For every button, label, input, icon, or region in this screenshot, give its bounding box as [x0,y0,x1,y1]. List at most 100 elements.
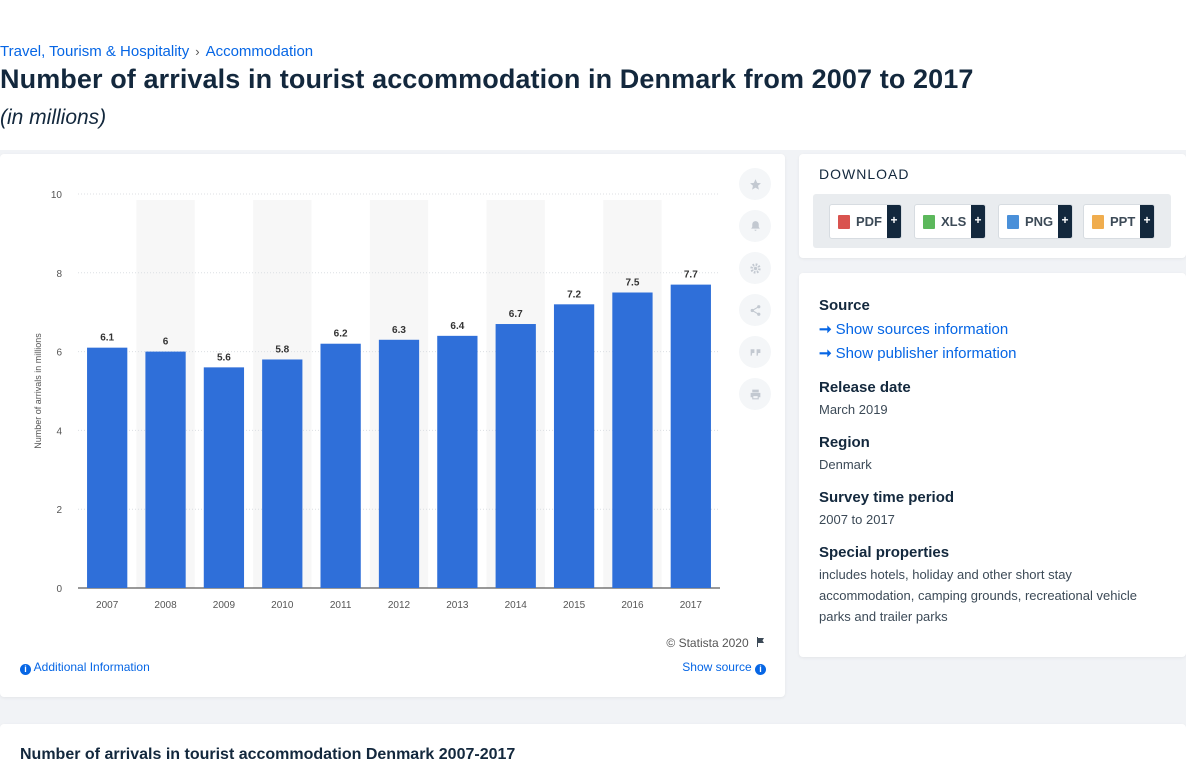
data-label: 5.6 [217,352,231,363]
data-label: 6.4 [450,321,464,332]
breadcrumb-separator: › [195,44,200,59]
print-icon [750,389,760,399]
cite-button[interactable] [739,336,771,368]
show-source-label: Show source [682,660,752,674]
favorite-button[interactable] [739,168,771,200]
bell-icon [750,220,760,231]
download-xls-button[interactable]: XLS + [914,204,986,239]
bar [145,351,186,588]
plus-icon[interactable]: + [1058,205,1072,238]
chart-tools [739,168,771,420]
bar [378,339,420,588]
bar [612,292,653,588]
plus-icon[interactable]: + [887,205,901,238]
source-label: Source [819,297,870,314]
data-label: 7.2 [567,289,581,300]
data-label: 7.7 [684,270,698,281]
settings-button[interactable] [739,252,771,284]
show-sources-link[interactable]: ➞ Show sources information [819,320,1008,338]
breadcrumb-item-accommodation[interactable]: Accommodation [205,43,314,60]
additional-information-label: Additional Information [33,660,150,674]
copyright-notice: © Statista 2020 [666,636,767,650]
bar [553,304,595,588]
bar [495,324,536,588]
quote-icon [750,348,760,356]
x-tick-label: 2013 [446,600,469,611]
survey-period-label: Survey time period [819,489,955,506]
x-tick-label: 2010 [271,600,294,611]
star-icon [749,178,761,190]
chart-card: 0 2 4 6 8 10 6.1 2007 6 2008 5.6 2009 5.8 2010 6.2 2011… [0,154,785,697]
y-tick-label: 2 [56,505,62,516]
download-ppt-button[interactable]: PPT + [1083,204,1155,239]
plus-icon[interactable]: + [971,205,985,238]
bar [203,367,245,588]
copyright-text: © Statista 2020 [666,636,749,650]
special-properties-value: includes hotels, holiday and other short… [819,567,1137,624]
print-button[interactable] [739,378,771,410]
y-axis-label: Number of arrivals in millions [33,333,43,449]
bar [670,284,711,588]
y-tick-label: 4 [56,426,62,437]
release-date-label: Release date [819,379,911,396]
header-band [0,0,1186,150]
breadcrumb-item-travel[interactable]: Travel, Tourism & Hospitality [0,43,190,60]
additional-information-link[interactable]: i Additional Information [20,660,150,675]
region-label: Region [819,434,870,451]
x-tick-label: 2008 [154,600,177,611]
data-label: 6.3 [392,325,406,336]
arrow-right-icon: ➞ [819,345,832,362]
x-tick-label: 2012 [388,600,411,611]
y-tick-label: 8 [56,269,62,280]
download-xls-label: XLS [941,214,967,229]
png-file-icon [1007,214,1019,229]
plus-icon[interactable]: + [1140,205,1154,238]
breadcrumb: Travel, Tourism & Hospitality › Accommodat… [0,43,313,60]
data-label: 5.8 [275,344,289,355]
y-tick-label: 6 [56,348,62,359]
show-publisher-link[interactable]: ➞ Show publisher information [819,344,1017,362]
download-card: DOWNLOAD PDF + XLS + PNG + PPT + [799,154,1186,258]
bar [437,335,478,588]
release-date-value: March 2019 [819,402,888,417]
pdf-file-icon [838,214,850,229]
bar [320,343,361,588]
bar [262,359,303,588]
download-ppt-label: PPT [1110,214,1136,229]
table-title: Number of arrivals in tourist accommodat… [20,746,516,760]
x-tick-label: 2017 [680,600,703,611]
x-tick-label: 2014 [505,600,528,611]
x-tick-label: 2009 [213,600,236,611]
data-table-card: Number of arrivals in tourist accommodat… [0,724,1186,760]
data-label: 7.5 [626,278,640,289]
download-pdf-label: PDF [856,214,882,229]
show-source-link[interactable]: Show source i [682,660,766,675]
notification-button[interactable] [739,210,771,242]
download-bar: PDF + XLS + PNG + PPT + [813,194,1171,248]
download-png-button[interactable]: PNG + [998,204,1073,239]
share-button[interactable] [739,294,771,326]
show-publisher-label: Show publisher information [835,345,1017,362]
survey-period-value: 2007 to 2017 [819,512,895,527]
ppt-file-icon [1092,214,1104,229]
x-tick-label: 2011 [330,600,352,611]
arrow-right-icon: ➞ [819,321,832,338]
region-value: Denmark [819,457,872,472]
x-tick-label: 2016 [621,600,644,611]
page-title: Number of arrivals in tourist accommodat… [0,64,974,94]
gear-icon [749,262,761,274]
data-label: 6.1 [100,333,114,344]
share-icon [750,304,760,316]
flag-icon[interactable] [755,636,767,648]
x-tick-label: 2007 [96,600,119,611]
show-sources-label: Show sources information [835,321,1009,338]
x-tick-label: 2015 [563,600,586,611]
info-icon: i [755,664,766,675]
special-properties-label: Special properties [819,544,950,561]
data-label: 6.2 [334,329,348,340]
download-pdf-button[interactable]: PDF + [829,204,902,239]
page-subtitle: (in millions) [0,106,107,129]
statistic-info-card: Source ➞ Show sources information ➞ Show p… [799,273,1186,657]
bar-chart: 0 2 4 6 8 10 6.1 2007 6 2008 5.6 2009 5.8 2010 6.2 2011… [33,190,720,611]
info-icon: i [20,664,31,675]
